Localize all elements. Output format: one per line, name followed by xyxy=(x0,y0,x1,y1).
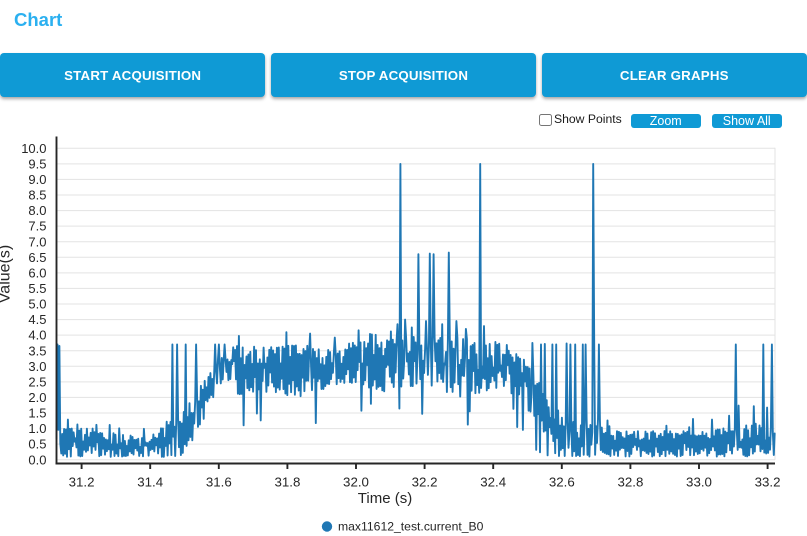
svg-text:7.5: 7.5 xyxy=(28,219,46,234)
svg-text:1.0: 1.0 xyxy=(28,421,46,436)
svg-text:31.4: 31.4 xyxy=(137,475,163,490)
svg-text:8.0: 8.0 xyxy=(28,203,46,218)
svg-text:32.8: 32.8 xyxy=(617,475,643,490)
svg-text:3.5: 3.5 xyxy=(28,343,46,358)
svg-text:33.0: 33.0 xyxy=(686,475,712,490)
svg-text:1.5: 1.5 xyxy=(28,406,46,421)
svg-text:0.5: 0.5 xyxy=(28,437,46,452)
svg-text:0.0: 0.0 xyxy=(28,452,46,467)
svg-text:Value(s): Value(s) xyxy=(0,245,14,303)
svg-text:33.2: 33.2 xyxy=(755,475,781,490)
svg-text:10.0: 10.0 xyxy=(21,141,46,156)
svg-text:32.4: 32.4 xyxy=(480,475,506,490)
svg-text:3.0: 3.0 xyxy=(28,359,46,374)
svg-text:32.2: 32.2 xyxy=(412,475,438,490)
svg-text:32.6: 32.6 xyxy=(549,475,575,490)
svg-text:7.0: 7.0 xyxy=(28,234,46,249)
svg-text:4.5: 4.5 xyxy=(28,312,46,327)
svg-text:8.5: 8.5 xyxy=(28,188,46,203)
svg-text:2.0: 2.0 xyxy=(28,390,46,405)
svg-text:6.5: 6.5 xyxy=(28,250,46,265)
svg-text:max11612_test.current_B0: max11612_test.current_B0 xyxy=(338,520,484,534)
svg-text:32.0: 32.0 xyxy=(343,475,369,490)
svg-text:6.0: 6.0 xyxy=(28,266,46,281)
svg-text:31.6: 31.6 xyxy=(206,475,232,490)
svg-text:9.0: 9.0 xyxy=(28,172,46,187)
svg-text:9.5: 9.5 xyxy=(28,157,46,172)
svg-text:Time (s): Time (s) xyxy=(358,490,412,507)
svg-text:5.0: 5.0 xyxy=(28,297,46,312)
svg-text:31.8: 31.8 xyxy=(274,475,300,490)
svg-text:4.0: 4.0 xyxy=(28,328,46,343)
svg-text:31.2: 31.2 xyxy=(69,475,95,490)
svg-text:5.5: 5.5 xyxy=(28,281,46,296)
svg-text:2.5: 2.5 xyxy=(28,375,46,390)
